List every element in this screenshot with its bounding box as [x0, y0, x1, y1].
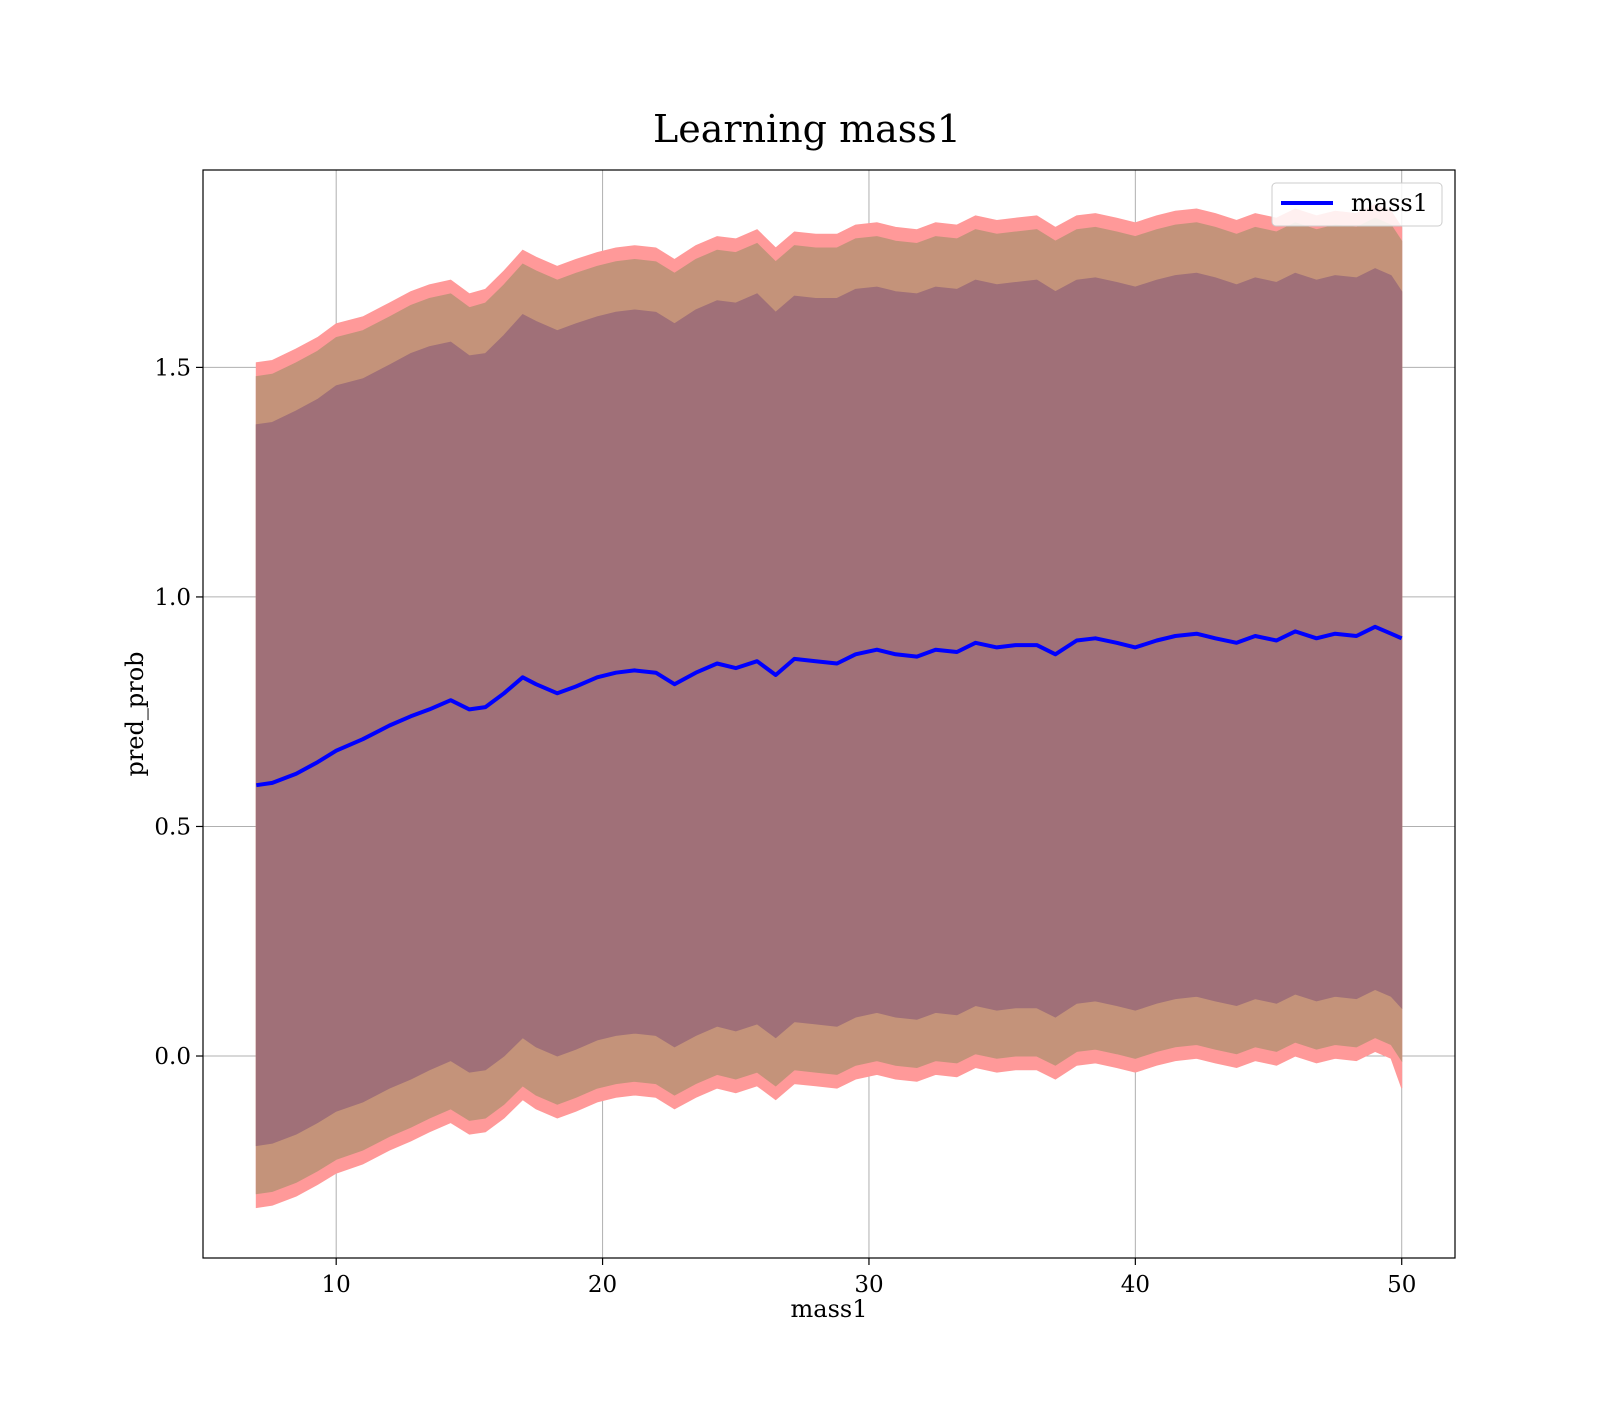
plot-frame: [202, 169, 1456, 1259]
x-tick-label-4: 50: [1387, 1272, 1416, 1298]
x-tick-label-1: 20: [588, 1272, 617, 1298]
y-axis-label: pred_prob: [121, 651, 149, 776]
legend: mass1: [1271, 182, 1443, 227]
x-tick-label-0: 10: [322, 1272, 351, 1298]
y-tick-label-1: 0.5: [154, 814, 191, 840]
legend-label-mass1: mass1: [1351, 189, 1428, 217]
bands-layer: [255, 203, 1403, 1209]
line-layer: [256, 624, 1403, 788]
y-ticks: 0.0 0.5 1.0 1.5: [154, 355, 203, 1070]
x-tick-label-3: 40: [1121, 1272, 1150, 1298]
y-tick-label-3: 1.5: [154, 355, 191, 381]
y-tick-label-2: 1.0: [154, 585, 191, 611]
legend-box: [1271, 182, 1443, 227]
chart-title: Learning mass1: [653, 107, 961, 151]
y-tick-label-0: 0.0: [154, 1044, 191, 1070]
x-tick-label-2: 30: [854, 1272, 883, 1298]
x-axis-label: mass1: [791, 1295, 868, 1323]
band-1sd-area: [255, 268, 1403, 1147]
mass1-series-line: [256, 624, 1403, 788]
x-ticks: 10 20 30 40 50: [322, 1258, 1416, 1298]
